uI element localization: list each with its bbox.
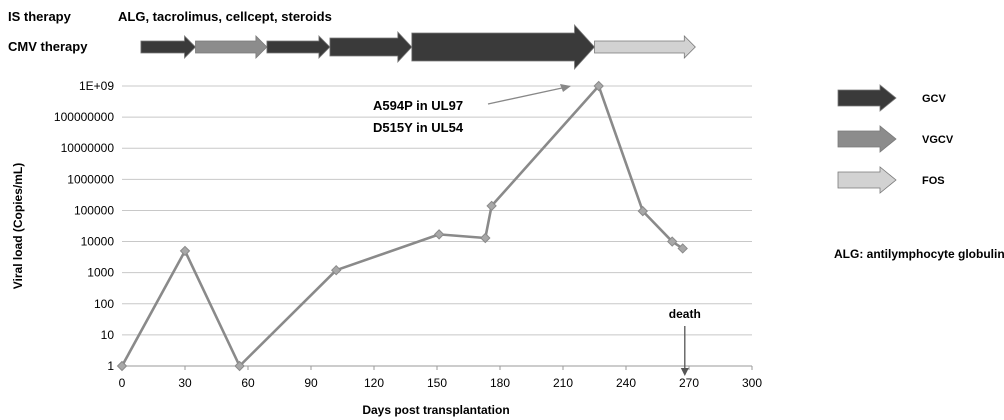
mutation-annotation-line2: D515Y in UL54 [373,120,464,135]
data-point-marker [116,360,128,372]
data-point-marker [486,200,497,212]
x-tick-label: 30 [178,376,192,390]
mutation-annotation-line1: A594P in UL97 [373,98,463,113]
x-tick-label: 120 [364,376,384,390]
y-tick-label: 1000000 [67,172,114,186]
x-tick-label: 240 [616,376,636,390]
y-tick-label: 10000 [81,235,115,249]
data-point-marker [330,264,342,276]
y-tick-label: 1 [107,359,114,373]
therapy-arrow-gcv [411,23,596,71]
data-point-marker [666,236,678,247]
x-axis-label: Days post transplantation [362,403,509,417]
y-tick-label: 10000000 [61,141,115,155]
data-point-marker [433,229,445,240]
x-tick-label: 180 [490,376,510,390]
x-tick-label: 270 [679,376,699,390]
y-tick-label: 100000 [74,203,114,217]
therapy-arrow-vgcv [195,35,268,59]
therapy-arrow-gcv [329,30,413,64]
legend-swatch-vgcv [837,125,897,153]
x-tick-label: 150 [427,376,447,390]
data-point-marker [480,232,491,244]
legend-label-gcv: GCV [922,93,947,105]
y-tick-label: 1000 [87,266,114,280]
viral-load-series [116,80,688,372]
data-point-marker [234,360,245,372]
data-point-marker [677,243,688,254]
legend-swatch-gcv [837,84,897,112]
mutation-pointer-arrow [487,84,571,105]
cmv-therapy-arrows [140,23,696,71]
x-tick-label: 60 [241,376,255,390]
data-point-marker [593,80,604,92]
gridlines [122,85,752,336]
death-arrow [680,326,689,376]
data-point-marker [637,205,649,217]
y-tick-labels: 1 10 100 1000 10000 100000 1000000 10000000 1000… [54,79,114,373]
therapy-arrow-gcv [140,35,197,59]
legend-swatch-fos [837,166,897,194]
x-tick-label: 0 [119,376,126,390]
death-label: death [669,307,701,321]
data-point-marker [179,245,191,257]
x-tick-label: 300 [742,376,762,390]
x-tick-label: 210 [553,376,573,390]
legend: GCV VGCV FOS [837,84,954,194]
cmv-therapy-label: CMV therapy [8,39,88,54]
y-tick-label: 100 [94,297,114,311]
legend-note: ALG: antilymphocyte globuline [834,247,1004,261]
y-tick-label: 100000000 [54,110,114,124]
x-tick-labels: 0 30 60 90 120 150 180 210 240 270 300 [119,366,762,390]
y-tick-label: 10 [101,328,115,342]
therapy-arrow-gcv [266,35,331,59]
is-therapy-label: IS therapy [8,9,72,24]
x-tick-label: 90 [304,376,318,390]
legend-label-fos: FOS [922,175,945,187]
legend-label-vgcv: VGCV [922,134,954,146]
therapy-arrow-fos [594,35,696,59]
is-therapy-text: ALG, tacrolimus, cellcept, steroids [118,9,332,24]
y-tick-label: 1E+09 [79,79,114,93]
y-axis-label: Viral load (Copies/mL) [11,163,25,289]
